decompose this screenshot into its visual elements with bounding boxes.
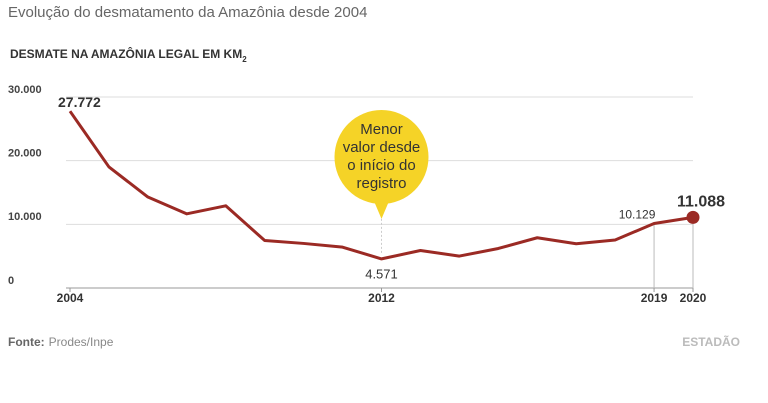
source: Fonte: Prodes/Inpe (8, 335, 114, 349)
annotation-pointer (373, 200, 390, 219)
chart-title: Evolução do desmatamento da Amazônia des… (8, 4, 367, 21)
annotation-text: o início do (347, 157, 415, 174)
x-tick-label: 2004 (57, 291, 84, 305)
annotation-text: registro (356, 175, 406, 192)
annotation-text: valor desde (343, 139, 421, 156)
x-tick-label: 2019 (641, 291, 668, 305)
x-tick-label: 2012 (368, 291, 395, 305)
brand: ESTADÃO (682, 334, 740, 349)
data-line (68, 110, 694, 261)
subtitle-text: DESMATE NA AMAZÔNIA LEGAL EM KM (10, 46, 242, 61)
chart-subtitle: DESMATE NA AMAZÔNIA LEGAL EM KM2 (10, 46, 247, 64)
source-text: Prodes/Inpe (49, 335, 114, 349)
source-label: Fonte: (8, 335, 45, 349)
end-point (686, 210, 700, 224)
subtitle-sub: 2 (242, 55, 247, 64)
y-tick-label: 30.000 (8, 84, 42, 96)
value-label: 11.088 (677, 194, 725, 211)
x-tick-label: 2020 (680, 291, 707, 305)
annotation-text: Menor (360, 121, 403, 138)
value-label: 4.571 (365, 266, 398, 281)
y-tick-label: 20.000 (8, 148, 42, 160)
value-label: 10.129 (619, 208, 656, 222)
y-tick-label: 10.000 (8, 211, 42, 223)
y-tick-label: 0 (8, 275, 14, 287)
annotation-bubble (334, 110, 429, 204)
value-label: 27.772 (58, 94, 101, 110)
